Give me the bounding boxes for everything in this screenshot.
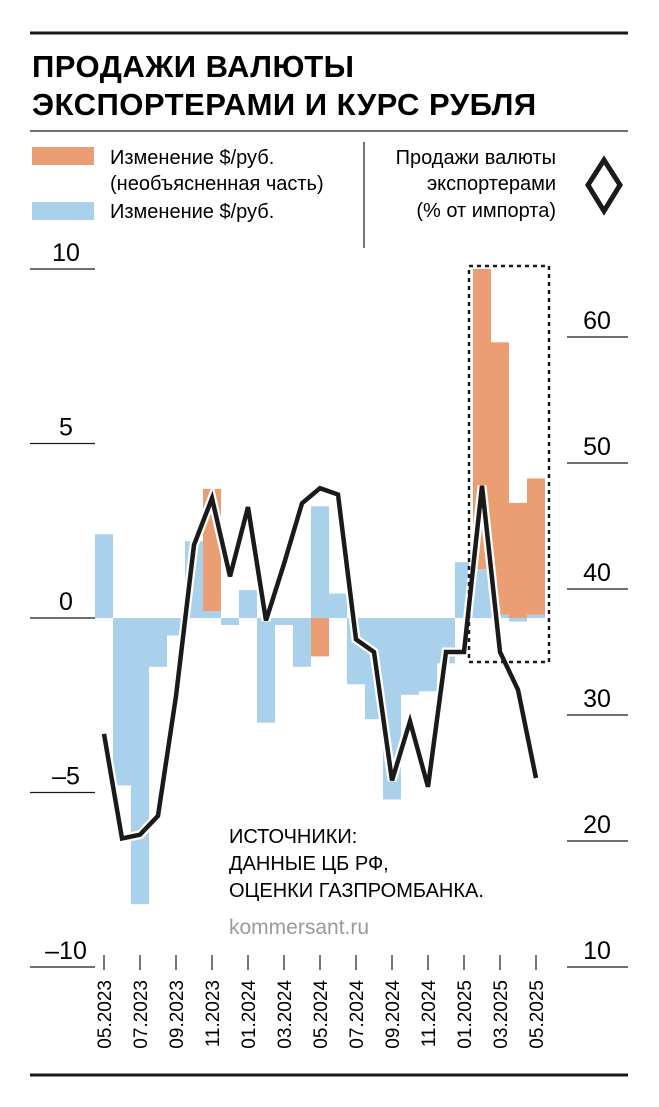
left-tick-label: 5 [59, 414, 73, 442]
bar-unexplained [491, 342, 509, 615]
left-tick-label: –5 [52, 763, 80, 791]
bar-change [401, 618, 419, 695]
legend-label-sales-1: Продажи валюты [396, 147, 556, 169]
bar-change [149, 618, 167, 667]
source-line-1: ИСТОЧНИКИ: [229, 826, 357, 848]
bar-change [473, 569, 491, 618]
legend-swatch-change [32, 202, 94, 220]
left-tick-label: –10 [45, 937, 87, 965]
x-tick-label: 01.2024 [239, 980, 260, 1049]
x-tick-label: 05.2025 [527, 980, 548, 1049]
x-tick-label: 11.2023 [203, 980, 224, 1047]
x-tick-label: 03.2025 [491, 980, 512, 1049]
bar-change [275, 618, 293, 625]
bar-change [419, 618, 437, 692]
x-tick-label: 11.2024 [419, 980, 440, 1048]
legend-label-sales-3: (% от импорта) [416, 200, 556, 222]
legend-label-change: Изменение $/руб. [110, 201, 274, 223]
x-tick-label: 01.2025 [455, 980, 476, 1049]
x-tick-label: 09.2024 [383, 980, 404, 1049]
bar-unexplained [311, 618, 329, 657]
x-tick-label: 07.2023 [131, 980, 152, 1049]
right-tick-label: 20 [583, 811, 611, 839]
bar-change [527, 614, 545, 618]
title-line-1: ПРОДАЖИ ВАЛЮТЫ [32, 49, 354, 84]
legend-label-unexplained-1: Изменение $/руб. [110, 147, 274, 169]
legend-label-sales-2: экспортерами [427, 173, 556, 195]
source-line-2: ДАННЫЕ ЦБ РФ, [229, 853, 389, 875]
left-tick-label: 0 [59, 588, 73, 616]
site-credit: kommersant.ru [229, 916, 369, 939]
bar-unexplained [509, 502, 527, 618]
right-tick-label: 30 [583, 685, 611, 713]
x-tick-label: 03.2024 [275, 980, 296, 1049]
legend-diamond-marker [585, 155, 623, 216]
bar-change [329, 593, 347, 618]
bar-change [239, 590, 257, 618]
legend-label-unexplained-2: (необъясненная часть) [110, 173, 324, 195]
source-line-3: ОЦЕНКИ ГАЗПРОМБАНКА. [229, 880, 484, 902]
sales-series-line-stroke [101, 485, 539, 842]
x-tick-label: 05.2023 [95, 980, 116, 1049]
right-tick-label: 10 [583, 937, 611, 965]
bar-change [131, 618, 149, 905]
bar-unexplained [527, 478, 545, 615]
right-tick-label: 60 [583, 307, 611, 335]
x-tick-label: 09.2023 [167, 980, 188, 1049]
x-tick-label: 07.2024 [347, 980, 368, 1049]
bar-change [257, 618, 275, 723]
bar-change [113, 618, 131, 786]
left-tick-label: 10 [52, 239, 80, 267]
bar-change [293, 618, 311, 667]
bar-change [203, 611, 221, 618]
title-line-2: ЭКСПОРТЕРАМИ И КУРС РУБЛЯ [32, 87, 537, 122]
legend-swatch-unexplained [32, 147, 94, 165]
right-tick-label: 50 [583, 433, 611, 461]
bar-change [221, 618, 239, 625]
bar-change [509, 618, 527, 622]
right-tick-label: 40 [583, 559, 611, 587]
highlight-box [467, 264, 551, 664]
bar-change [311, 506, 329, 618]
x-tick-label: 05.2024 [311, 980, 332, 1049]
bar-change [95, 534, 113, 618]
